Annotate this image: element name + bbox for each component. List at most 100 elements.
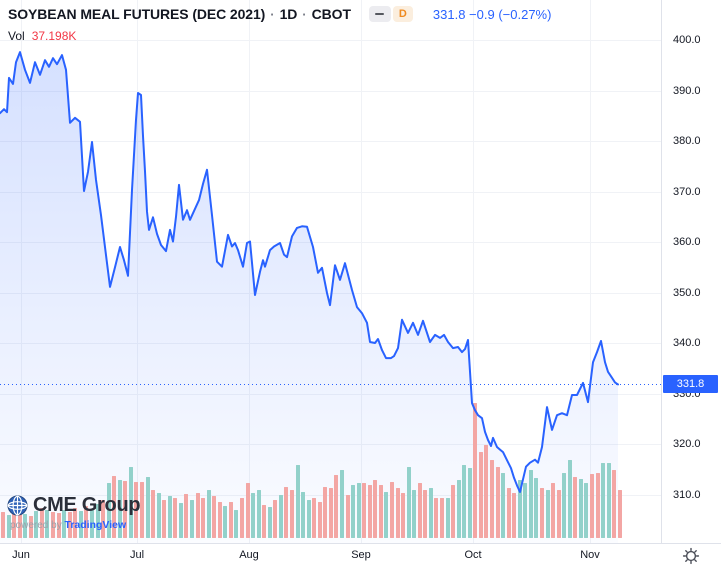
separator-dot: · — [302, 6, 307, 22]
volume-bar — [6, 515, 11, 538]
volume-bar — [178, 503, 183, 538]
volume-bar — [56, 513, 61, 538]
price-gridline — [0, 90, 661, 92]
volume-bar — [67, 512, 72, 538]
hide-indicator-button[interactable] — [368, 6, 391, 22]
volume-bar — [139, 482, 144, 538]
volume-bar — [506, 488, 511, 538]
volume-bar — [478, 452, 483, 538]
volume-bar — [378, 485, 383, 538]
month-label: Aug — [239, 549, 259, 561]
volume-bar — [73, 508, 78, 538]
interval-badge[interactable]: D — [392, 6, 413, 22]
volume-bar — [539, 488, 544, 538]
volume-bar — [206, 490, 211, 538]
volume-bar — [267, 507, 272, 538]
volume-bar — [412, 490, 417, 538]
volume-bar — [262, 505, 267, 538]
price-axis[interactable]: 400.0 390.0 380.0 370.0 360.0 350.0 340.0 330.0… — [661, 0, 721, 568]
volume-bar — [584, 483, 589, 538]
volume-bar — [195, 493, 200, 538]
volume-bar — [462, 465, 467, 538]
volume-bar — [239, 498, 244, 538]
chart-pane[interactable]: SOYBEAN MEAL FUTURES (DEC 2021) · 1D · C… — [0, 0, 661, 543]
axis-settings-gear-icon[interactable] — [682, 547, 700, 565]
volume-bar — [445, 498, 450, 538]
volume-bar — [234, 510, 239, 538]
price-line — [0, 51, 619, 493]
volume-label: Vol — [8, 29, 25, 43]
volume-bar — [356, 483, 361, 538]
price-tick-label: 350.0 — [673, 286, 701, 299]
volume-bar — [428, 488, 433, 538]
volume-bar — [334, 475, 339, 538]
price-tick-label: 400.0 — [673, 34, 701, 46]
price-gridline — [0, 40, 661, 41]
price-tick-label: 390.0 — [673, 84, 701, 97]
volume-bar — [312, 498, 317, 538]
price-area-fill — [0, 52, 618, 543]
price-tick-label: 360.0 — [673, 236, 701, 248]
volume-bar — [106, 483, 111, 538]
volume-bar — [317, 502, 322, 538]
volume-bar — [128, 467, 133, 538]
volume-bar — [562, 473, 567, 538]
volume-bar — [151, 490, 155, 538]
volume-bar — [145, 477, 150, 538]
volume-bar — [12, 508, 17, 538]
volume-bar — [467, 468, 472, 538]
volume-bar — [306, 500, 311, 538]
volume-value: 37.198K — [31, 29, 77, 43]
volume-bar — [384, 492, 389, 538]
volume-bar — [523, 483, 528, 538]
month-label: Sep — [351, 549, 371, 561]
month-gridline — [473, 0, 474, 543]
separator-dot: · — [270, 6, 275, 22]
volume-bar — [251, 493, 255, 538]
volume-bar — [95, 504, 100, 538]
month-label: Jun — [12, 549, 30, 561]
volume-bar — [123, 481, 128, 538]
volume-bar — [89, 510, 94, 538]
volume-bar — [284, 487, 289, 538]
volume-bar — [278, 495, 283, 538]
cme-logo: CME Group powered by TradingView — [7, 494, 141, 531]
volume-bar — [39, 508, 44, 538]
tradingview-link[interactable]: TradingView — [64, 519, 127, 531]
volume-bar — [78, 511, 83, 538]
month-gridline — [361, 0, 362, 543]
volume-bar — [573, 477, 578, 538]
volume-bar — [84, 506, 89, 538]
volume-bar — [406, 467, 411, 538]
volume-bar — [484, 445, 489, 538]
volume-bar — [439, 498, 444, 538]
price-gridline — [0, 141, 661, 142]
volume-bar — [201, 498, 205, 538]
price-tick-label: 380.0 — [673, 135, 701, 147]
volume-bar — [501, 473, 505, 538]
price-tick-label: 310.0 — [673, 488, 701, 501]
volume-bar — [578, 479, 583, 538]
volume-bar — [567, 460, 572, 538]
volume-bar — [362, 483, 367, 538]
volume-bar — [556, 490, 561, 538]
exchange-label: CBOT — [311, 6, 351, 22]
volume-bar — [373, 480, 378, 538]
volume-bar — [595, 473, 600, 538]
time-axis[interactable]: Jun Jul Aug Sep Oct Nov — [0, 543, 721, 568]
month-gridline — [590, 0, 591, 543]
volume-bar — [101, 500, 105, 538]
volume-bar — [51, 512, 55, 538]
minus-icon — [375, 13, 385, 15]
volume-bar — [212, 496, 217, 538]
cme-brand-text: CME Group — [33, 494, 141, 516]
volume-bar — [289, 490, 294, 538]
volume-bar — [389, 482, 394, 538]
volume-bar — [473, 403, 478, 538]
volume-bar — [23, 514, 28, 538]
volume-bar — [495, 467, 500, 538]
legend-controls: D — [368, 6, 413, 22]
volume-bar — [273, 500, 278, 538]
price-tick-label: 320.0 — [673, 438, 701, 450]
